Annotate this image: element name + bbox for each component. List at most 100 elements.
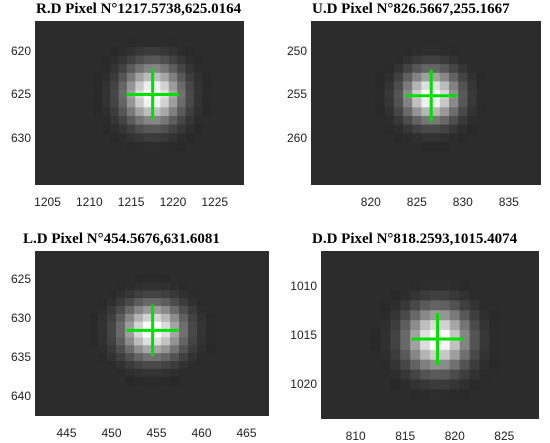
pixel	[393, 72, 404, 83]
pixel	[126, 124, 136, 134]
pixel	[160, 133, 170, 143]
pixel	[161, 345, 171, 354]
pixel	[185, 98, 195, 108]
pixel	[421, 98, 432, 108]
pixel	[430, 290, 441, 302]
pixel	[170, 337, 180, 346]
pixel-grid	[89, 274, 216, 386]
pixel	[421, 115, 432, 126]
pixel	[420, 330, 431, 341]
pixel	[135, 107, 145, 117]
pixel	[89, 321, 99, 331]
pixel	[98, 298, 108, 307]
pixel	[152, 124, 161, 134]
pixel	[160, 72, 170, 83]
pixel	[449, 369, 461, 381]
pixel	[134, 306, 144, 315]
x-tick-label: 1220	[159, 195, 187, 209]
pixel	[479, 359, 491, 371]
pixel	[439, 46, 450, 57]
pixel	[170, 282, 180, 291]
pixel	[168, 107, 178, 117]
x-tick-label: 825	[494, 429, 515, 443]
pixel	[430, 339, 441, 351]
spot-image-rd	[35, 21, 244, 185]
pixel	[126, 38, 136, 48]
pixel	[430, 46, 441, 57]
pixel	[439, 349, 451, 361]
pixel	[152, 38, 161, 48]
pixel	[202, 72, 212, 83]
pixel	[134, 353, 144, 362]
pixel	[185, 107, 195, 117]
pixel	[410, 310, 421, 321]
pixel	[161, 321, 171, 331]
pixel	[185, 72, 195, 83]
pixel	[410, 389, 421, 400]
pixel	[469, 300, 481, 311]
pixel	[449, 320, 461, 331]
pixel	[479, 330, 491, 341]
pixel	[160, 115, 170, 126]
panel-title: L.D Pixel N°454.5676,631.6081	[23, 231, 220, 247]
pixel	[110, 81, 120, 91]
pixel	[197, 306, 207, 315]
pixel	[126, 133, 136, 143]
pixel	[185, 64, 195, 74]
pixel	[420, 359, 431, 371]
pixel	[489, 349, 500, 361]
pixel	[403, 81, 413, 91]
pixel	[177, 55, 187, 65]
pixel	[143, 353, 153, 362]
pixel	[116, 329, 126, 339]
pixel	[143, 290, 153, 299]
y-tick-label: 250	[286, 44, 307, 59]
pixel	[193, 124, 203, 134]
pixel	[439, 115, 450, 126]
pixel	[152, 337, 162, 346]
pixel	[458, 133, 468, 143]
pixel	[459, 300, 471, 311]
pixel	[449, 339, 461, 351]
pixel	[143, 274, 153, 284]
pixel	[185, 46, 195, 57]
pixel	[107, 345, 117, 354]
pixel	[420, 320, 431, 331]
pixel	[107, 337, 117, 346]
x-tick-label: 1205	[34, 195, 61, 209]
pixel	[400, 359, 411, 371]
pixel	[459, 339, 471, 351]
y-tick-label: 625	[10, 87, 31, 102]
y-tick-label: 1010	[290, 278, 317, 293]
pixel	[126, 46, 136, 57]
pixel	[403, 98, 413, 108]
pixel	[403, 133, 413, 143]
pixel	[430, 107, 441, 117]
pixel	[116, 298, 126, 307]
pixel	[390, 300, 401, 311]
pixel	[98, 337, 108, 346]
pixel	[160, 107, 170, 117]
pixel	[412, 133, 422, 143]
pixel	[193, 98, 203, 108]
pixel	[375, 107, 386, 117]
pixel	[410, 339, 421, 351]
pixel	[390, 359, 401, 371]
pixel	[375, 81, 386, 91]
pixel	[168, 38, 178, 48]
pixel	[197, 298, 207, 307]
pixel	[134, 368, 144, 378]
pixel	[430, 124, 441, 134]
pixel	[177, 115, 187, 126]
pixel	[170, 290, 180, 299]
pixel	[179, 282, 189, 291]
pixel	[161, 313, 171, 323]
pixel	[403, 64, 413, 74]
pixel	[110, 55, 120, 65]
pixel	[400, 310, 411, 321]
pixel	[476, 72, 487, 83]
x-tick-label: 820	[444, 429, 465, 443]
pixel	[110, 64, 120, 74]
pixel	[170, 306, 180, 315]
pixel	[430, 330, 441, 341]
